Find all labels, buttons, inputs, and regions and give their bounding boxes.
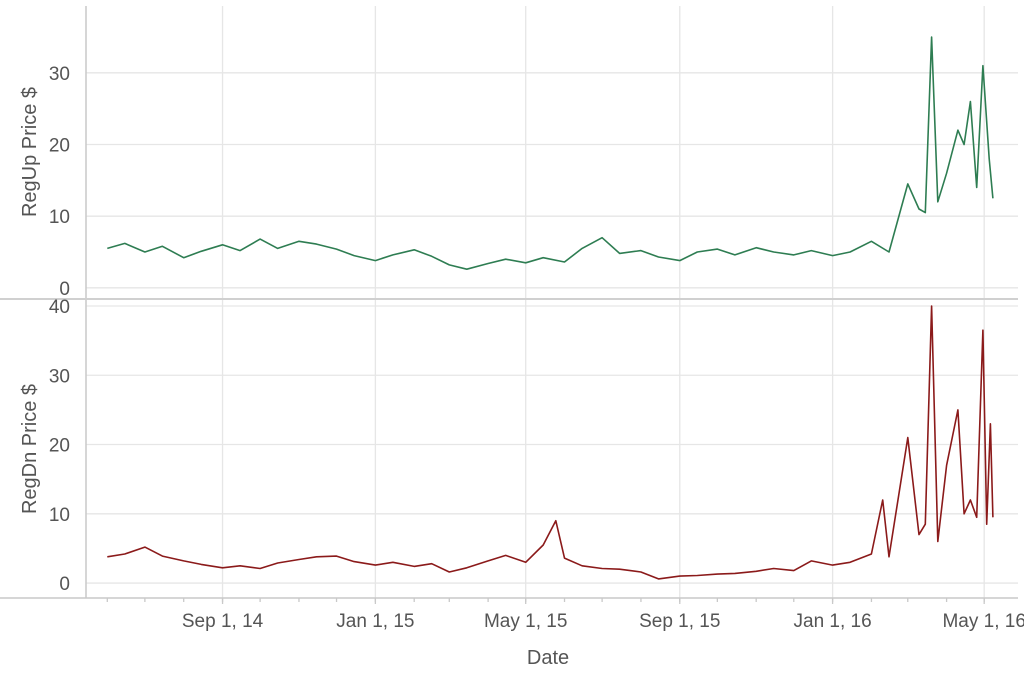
y-tick-label: 10 (49, 207, 70, 228)
x-tick-label: May 1, 15 (484, 611, 567, 632)
series-line (107, 36, 994, 270)
y-axis-title: RegDn Price $ (19, 384, 41, 514)
y-tick-label: 0 (59, 279, 70, 300)
grid-layer (86, 6, 1018, 598)
y-tick-label: 30 (49, 64, 70, 85)
y-tick-label: 20 (49, 136, 70, 157)
y-tick-label: 20 (49, 436, 70, 457)
x-axis-title: Date (527, 647, 569, 669)
y-tick-label: 0 (59, 574, 70, 595)
x-tick-label: Sep 1, 14 (182, 611, 264, 632)
y-axis-title: RegUp Price $ (19, 87, 41, 217)
y-tick-label: 10 (49, 505, 70, 526)
series-layer (107, 36, 994, 580)
x-tick-label: Jan 1, 15 (336, 611, 414, 632)
x-tick-label: Jan 1, 16 (794, 611, 872, 632)
x-tick-label: May 1, 16 (942, 611, 1024, 632)
label-layer: Sep 1, 14 Jan 1, 15 May 1, 15 Sep 1, 15 Jan … (19, 64, 1024, 632)
x-tick-label: Sep 1, 15 (639, 611, 720, 632)
series-line (107, 305, 994, 580)
y-tick-label: 30 (49, 366, 70, 387)
axis-layer (0, 6, 1018, 604)
y-tick-label: 40 (49, 297, 70, 318)
